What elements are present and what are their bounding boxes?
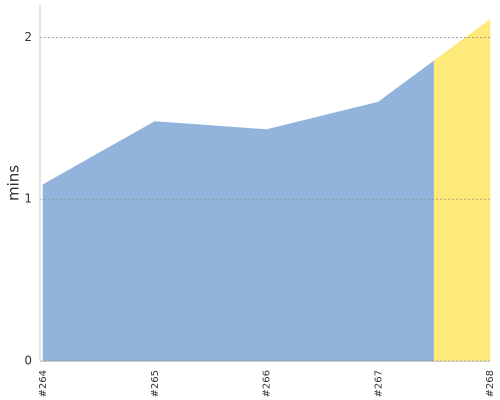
area-segment [322, 60, 435, 362]
area-segment [433, 18, 491, 362]
x-tick-label: #267 [373, 370, 384, 397]
x-tick-label: #268 [485, 370, 496, 397]
x-tick-label: #264 [38, 370, 49, 397]
x-tick-label: #265 [150, 370, 161, 397]
y-tick-label: 2 [24, 30, 32, 44]
area-segment [210, 115, 323, 362]
area-segment [42, 152, 100, 362]
area-segment [98, 121, 211, 362]
x-tick-label: #266 [262, 370, 273, 397]
y-tick-label: 0 [24, 354, 32, 368]
y-axis-label: mins [5, 165, 23, 201]
y-tick-label: 1 [24, 192, 32, 206]
